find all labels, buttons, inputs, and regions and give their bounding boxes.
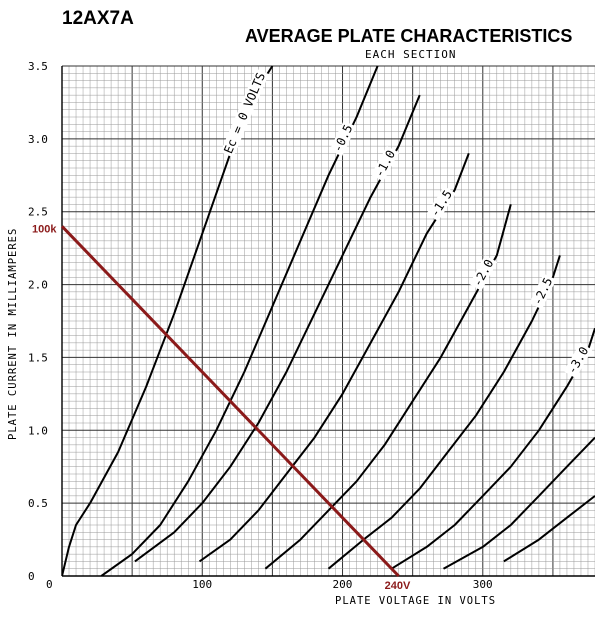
curve-label: -1.0 bbox=[372, 148, 398, 180]
curve-label-background bbox=[371, 145, 400, 182]
plate-curves: Ec = 0 VOLTS -0.5-1.0-1.5-2.0-2.5-3.0 bbox=[62, 65, 595, 576]
axis-ticks: 0 100 200 300 0 0.5 1.0 1.5 2.0 2.5 3.0 3.5 bbox=[28, 60, 493, 591]
x-tick-label: 200 bbox=[333, 578, 353, 591]
y-tick-label: 1.0 bbox=[28, 424, 48, 437]
load-line-end-label: 240V bbox=[385, 580, 411, 592]
curve-label-background bbox=[529, 273, 557, 310]
x-tick-label: 0 bbox=[46, 578, 53, 591]
curve-label-background bbox=[563, 342, 593, 379]
curve-label-background bbox=[220, 68, 269, 158]
y-tick-label: 3.0 bbox=[28, 133, 48, 146]
y-tick-label: 1.5 bbox=[28, 351, 48, 364]
y-tick-label: 3.5 bbox=[28, 60, 48, 73]
y-tick-label: 2.5 bbox=[28, 206, 48, 219]
chart-title: AVERAGE PLATE CHARACTERISTICS bbox=[245, 26, 572, 46]
curve-label: -2.5 bbox=[530, 275, 555, 307]
curve-label: -3.0 bbox=[565, 344, 592, 376]
plate-curve-7 bbox=[391, 327, 595, 570]
y-tick-label: 2.0 bbox=[28, 279, 48, 292]
plate-curve-8 bbox=[443, 436, 595, 570]
curve-label: Ec = 0 VOLTS bbox=[221, 70, 268, 155]
plate-curve-3 bbox=[134, 94, 421, 563]
x-axis-label: PLATE VOLTAGE IN VOLTS bbox=[335, 595, 496, 607]
y-axis-label: PLATE CURRENT IN MILLIAMPERES bbox=[7, 228, 19, 440]
curve-label-background bbox=[469, 255, 498, 291]
y-tick-label: 0 bbox=[28, 570, 35, 583]
plate-curve-6 bbox=[327, 255, 561, 570]
load-line-start-label: 100k bbox=[32, 223, 57, 235]
y-tick-label: 0.5 bbox=[28, 497, 48, 510]
plate-curve-9 bbox=[503, 495, 595, 563]
tube-type-title: 12AX7A bbox=[62, 8, 134, 29]
load-line-group: 100k 240V bbox=[32, 223, 411, 592]
curve-label-background bbox=[329, 120, 357, 157]
chart-subtitle: EACH SECTION bbox=[365, 48, 456, 61]
curve-label-background bbox=[426, 185, 457, 222]
plate-curve-2 bbox=[100, 65, 379, 576]
load-line bbox=[60, 225, 400, 578]
x-tick-label: 100 bbox=[192, 578, 212, 591]
x-tick-label: 300 bbox=[473, 578, 493, 591]
chart-grid bbox=[61, 65, 595, 577]
